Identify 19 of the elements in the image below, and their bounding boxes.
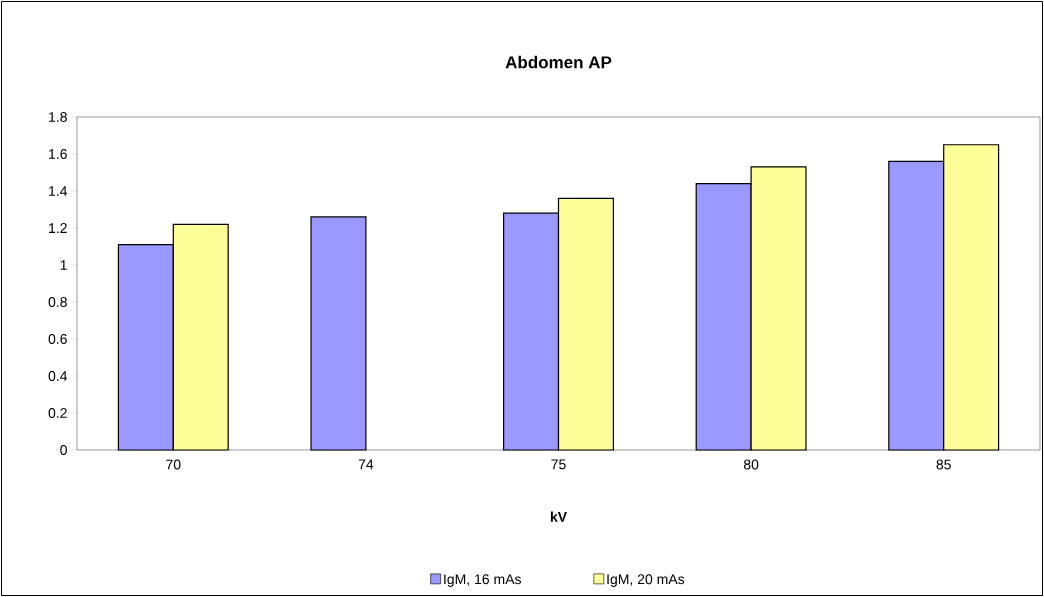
x-axis-title: kV — [550, 511, 567, 522]
x-tick-label: 74 — [358, 459, 374, 470]
y-tick-label: 0 — [60, 445, 67, 455]
legend-label: IgM, 16 mAs — [444, 574, 521, 587]
y-tick-label: 1.6 — [49, 149, 67, 159]
y-tick-label: 0.8 — [48, 297, 67, 307]
chart-title: Abdomen AP — [505, 55, 612, 69]
y-tick-label: 1 — [60, 260, 67, 270]
x-tick-label: 80 — [743, 459, 759, 470]
x-tick-label: 85 — [936, 459, 951, 470]
y-tick-label: 0.2 — [48, 408, 67, 418]
x-tick-label: 70 — [166, 459, 181, 470]
y-tick-label: 1.4 — [49, 186, 68, 196]
y-tick-label: 0.4 — [48, 371, 68, 381]
x-tick-label: 75 — [551, 459, 566, 470]
y-tick-label: 1.8 — [49, 112, 67, 122]
y-tick-label: 0.6 — [48, 334, 67, 344]
y-tick-label: 1.2 — [49, 223, 67, 233]
legend-label: IgM, 20 mAs — [607, 574, 685, 587]
